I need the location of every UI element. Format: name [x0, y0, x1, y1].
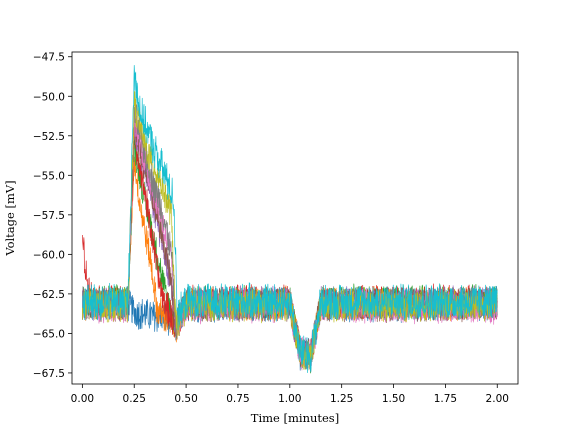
x-tick-label: 0.00: [71, 393, 94, 405]
x-tick-label: 2.00: [486, 393, 509, 405]
y-tick-label: −50.0: [33, 91, 65, 103]
y-tick-label: −65.0: [33, 328, 65, 340]
x-tick-label: 1.75: [434, 393, 457, 405]
y-axis-ticks: −67.5 −65.0 −62.5 −60.0 −57.5 −55.0 −52.5 −50.0…: [33, 52, 72, 380]
x-tick-label: 0.25: [123, 393, 146, 405]
series-layer: [82, 64, 498, 374]
x-tick-label: 1.00: [278, 393, 301, 405]
series-line-10: [82, 64, 498, 373]
y-tick-label: −47.5: [33, 52, 65, 64]
x-tick-label: 0.50: [174, 393, 197, 405]
x-tick-label: 1.25: [330, 393, 353, 405]
x-axis-label: Time [minutes]: [251, 411, 339, 425]
y-tick-label: −52.5: [33, 131, 65, 143]
y-tick-label: −55.0: [33, 170, 65, 182]
y-tick-label: −62.5: [33, 289, 65, 301]
y-axis-label: Voltage [mV]: [3, 180, 17, 256]
plot-frame: [71, 51, 519, 385]
x-tick-label: 0.75: [226, 393, 249, 405]
y-tick-label: −67.5: [33, 368, 65, 380]
y-tick-label: −57.5: [33, 210, 65, 222]
y-tick-label: −60.0: [33, 249, 65, 261]
x-tick-label: 1.50: [382, 393, 405, 405]
x-axis-ticks: 0.00 0.25 0.50 0.75 1.00 1.25 1.50 1.75 2.00: [71, 384, 509, 405]
